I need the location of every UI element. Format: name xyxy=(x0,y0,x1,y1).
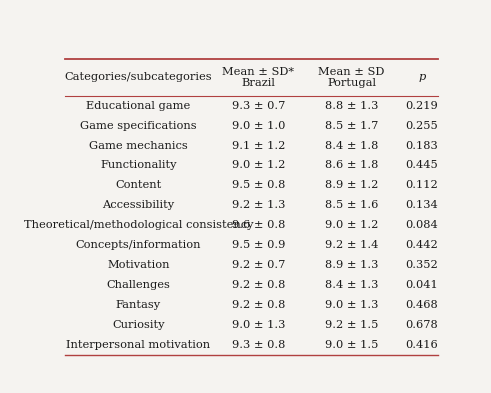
Text: 9.2 ± 0.7: 9.2 ± 0.7 xyxy=(232,260,285,270)
Text: 8.5 ± 1.6: 8.5 ± 1.6 xyxy=(325,200,378,210)
Text: 9.3 ± 0.7: 9.3 ± 0.7 xyxy=(232,101,285,110)
Text: Content: Content xyxy=(115,180,162,191)
Text: 8.5 ± 1.7: 8.5 ± 1.7 xyxy=(325,121,378,130)
Text: Theoretical/methodological consistency: Theoretical/methodological consistency xyxy=(24,220,253,230)
Text: 0.255: 0.255 xyxy=(406,121,438,130)
Text: 8.9 ± 1.3: 8.9 ± 1.3 xyxy=(325,260,378,270)
Text: 0.678: 0.678 xyxy=(406,320,438,330)
Text: 0.416: 0.416 xyxy=(406,340,438,350)
Text: 9.0 ± 1.0: 9.0 ± 1.0 xyxy=(232,121,285,130)
Text: 0.219: 0.219 xyxy=(406,101,438,110)
Text: 8.8 ± 1.3: 8.8 ± 1.3 xyxy=(325,101,378,110)
Text: 8.4 ± 1.8: 8.4 ± 1.8 xyxy=(325,141,378,151)
Text: 9.2 ± 1.3: 9.2 ± 1.3 xyxy=(232,200,285,210)
Text: 9.5 ± 0.8: 9.5 ± 0.8 xyxy=(232,180,285,191)
Text: Game specifications: Game specifications xyxy=(80,121,197,130)
Text: Accessibility: Accessibility xyxy=(102,200,174,210)
Text: 9.1 ± 1.2: 9.1 ± 1.2 xyxy=(232,141,285,151)
Text: 9.5 ± 0.9: 9.5 ± 0.9 xyxy=(232,241,285,250)
Text: Concepts/information: Concepts/information xyxy=(76,241,201,250)
Text: Fantasy: Fantasy xyxy=(116,300,161,310)
Text: 0.084: 0.084 xyxy=(406,220,438,230)
Text: Curiosity: Curiosity xyxy=(112,320,164,330)
Text: 9.2 ± 0.8: 9.2 ± 0.8 xyxy=(232,300,285,310)
Text: Categories/subcategories: Categories/subcategories xyxy=(65,72,212,83)
Text: Motivation: Motivation xyxy=(107,260,170,270)
Text: Interpersonal motivation: Interpersonal motivation xyxy=(66,340,211,350)
Text: 9.0 ± 1.3: 9.0 ± 1.3 xyxy=(325,300,378,310)
Text: 9.0 ± 1.2: 9.0 ± 1.2 xyxy=(325,220,378,230)
Text: 9.2 ± 0.8: 9.2 ± 0.8 xyxy=(232,280,285,290)
Text: 0.183: 0.183 xyxy=(406,141,438,151)
Text: Functionality: Functionality xyxy=(100,160,177,171)
Text: 8.6 ± 1.8: 8.6 ± 1.8 xyxy=(325,160,378,171)
Text: 9.2 ± 1.4: 9.2 ± 1.4 xyxy=(325,241,378,250)
Text: p: p xyxy=(418,72,426,83)
Text: 0.112: 0.112 xyxy=(406,180,438,191)
Text: 8.9 ± 1.2: 8.9 ± 1.2 xyxy=(325,180,378,191)
Text: Educational game: Educational game xyxy=(86,101,191,110)
Text: 9.0 ± 1.5: 9.0 ± 1.5 xyxy=(325,340,378,350)
Text: 0.468: 0.468 xyxy=(406,300,438,310)
Text: Game mechanics: Game mechanics xyxy=(89,141,188,151)
Text: 0.445: 0.445 xyxy=(406,160,438,171)
Text: 0.352: 0.352 xyxy=(406,260,438,270)
Text: 9.6 ± 0.8: 9.6 ± 0.8 xyxy=(232,220,285,230)
Text: Mean ± SD*
Brazil: Mean ± SD* Brazil xyxy=(222,67,294,88)
Text: Mean ± SD
Portugal: Mean ± SD Portugal xyxy=(318,67,385,88)
Text: Challenges: Challenges xyxy=(107,280,170,290)
Text: 9.3 ± 0.8: 9.3 ± 0.8 xyxy=(232,340,285,350)
Text: 9.0 ± 1.3: 9.0 ± 1.3 xyxy=(232,320,285,330)
Text: 8.4 ± 1.3: 8.4 ± 1.3 xyxy=(325,280,378,290)
Text: 0.041: 0.041 xyxy=(406,280,438,290)
Text: 0.134: 0.134 xyxy=(406,200,438,210)
Text: 9.2 ± 1.5: 9.2 ± 1.5 xyxy=(325,320,378,330)
Text: 0.442: 0.442 xyxy=(406,241,438,250)
Text: 9.0 ± 1.2: 9.0 ± 1.2 xyxy=(232,160,285,171)
